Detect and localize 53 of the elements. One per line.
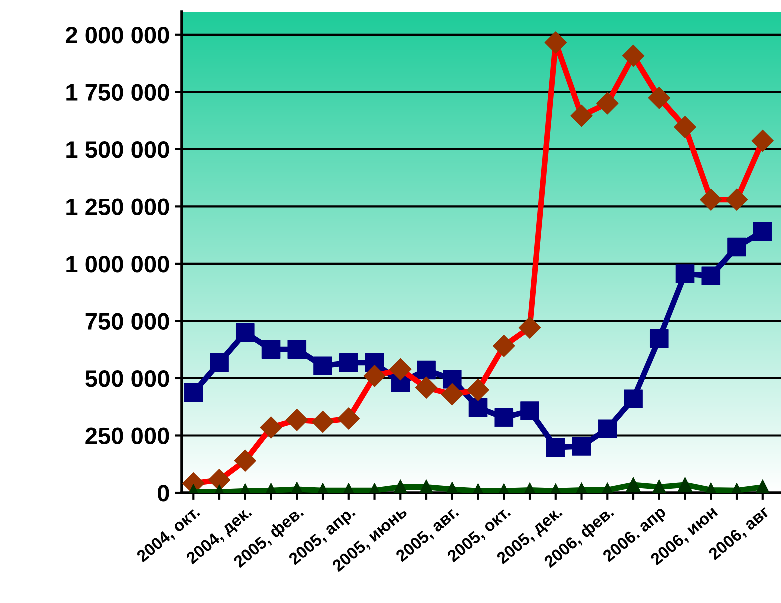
y-tick-label: 0 [158, 485, 170, 502]
point [493, 335, 516, 358]
point [415, 376, 438, 399]
point [544, 32, 567, 54]
point [650, 329, 669, 348]
point [598, 420, 618, 438]
point [286, 409, 308, 432]
point [702, 266, 721, 286]
point [468, 398, 488, 418]
y-tick-label: 500 000 [86, 370, 170, 388]
point [417, 360, 436, 380]
point [184, 384, 204, 402]
point [262, 340, 281, 360]
point [520, 402, 540, 420]
y-tick-label: 1 750 000 [66, 84, 170, 101]
point [728, 238, 746, 257]
point [676, 264, 695, 284]
point [674, 116, 696, 138]
point [752, 130, 774, 152]
point [441, 383, 464, 406]
point [570, 104, 593, 128]
point [678, 477, 693, 493]
y-tick-label: 1 500 000 [66, 141, 170, 158]
point [546, 438, 566, 458]
point [210, 353, 229, 372]
point [494, 408, 514, 428]
point [339, 353, 358, 372]
point [596, 92, 619, 115]
point [518, 316, 542, 339]
point [418, 480, 434, 493]
point [390, 358, 412, 381]
point [260, 416, 282, 439]
point [288, 340, 307, 360]
point [467, 379, 490, 402]
point [648, 87, 670, 110]
point [314, 356, 332, 376]
y-tick-label: 2 000 000 [66, 26, 170, 44]
y-tick-label: 1 000 000 [66, 256, 170, 273]
point [624, 390, 643, 408]
point [312, 410, 334, 434]
point [626, 477, 642, 493]
y-tick-label: 1 250 000 [66, 198, 170, 216]
point [338, 408, 360, 430]
point [572, 437, 592, 456]
point [726, 188, 748, 211]
point [234, 450, 256, 472]
y-tick-label: 750 000 [86, 313, 170, 330]
point [753, 222, 772, 242]
point [364, 365, 386, 388]
y-tick-label: 250 000 [86, 428, 170, 445]
point [700, 188, 722, 211]
point [236, 323, 255, 342]
point [622, 44, 645, 68]
